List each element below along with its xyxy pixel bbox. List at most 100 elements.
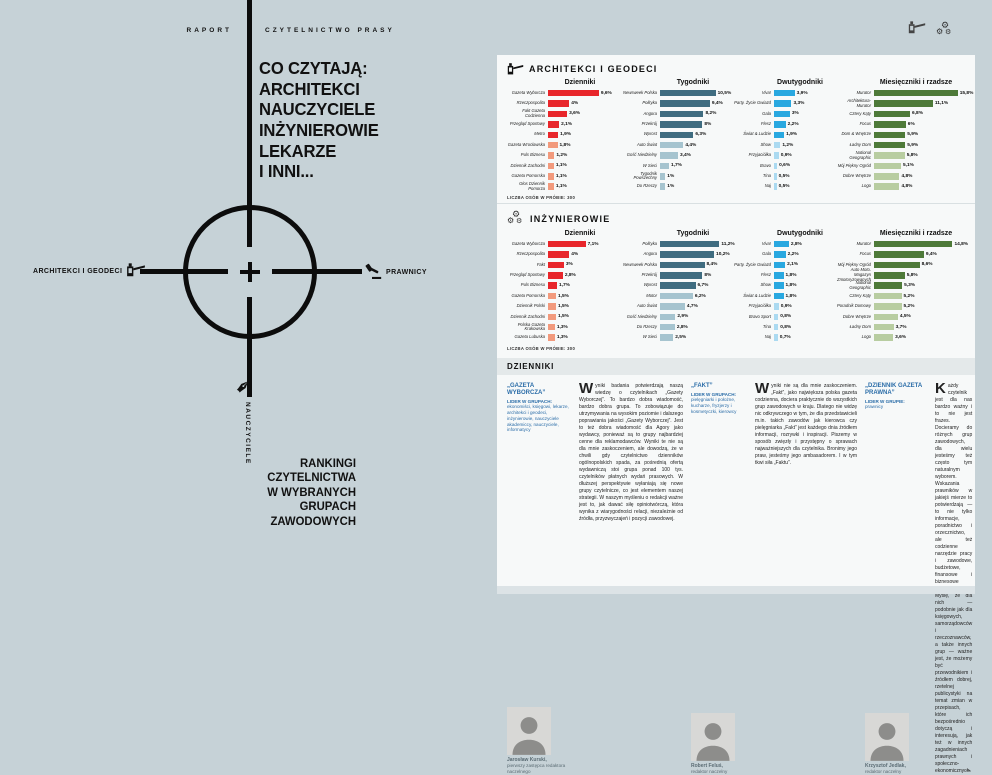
bar-row: Show 1,2% bbox=[733, 140, 833, 150]
bar bbox=[660, 100, 710, 107]
bar-value: 3,7% bbox=[895, 324, 907, 330]
bar-label: Dobre Wnętrze bbox=[842, 313, 871, 319]
bar-row: Flesz 1,8% bbox=[733, 270, 833, 280]
bar-label: Mój Piękny Ogród bbox=[837, 261, 871, 267]
column-title: Tygodniki bbox=[676, 79, 710, 86]
person-role: redaktor naczelny bbox=[865, 769, 902, 775]
bar-label: Focus bbox=[859, 121, 871, 127]
bar-row: Świat & Ludzie 1,8% bbox=[733, 291, 833, 301]
bar-label: Ładny Dom bbox=[849, 323, 871, 329]
bar bbox=[548, 152, 555, 159]
bar-label: Flesz bbox=[760, 272, 771, 277]
bar bbox=[874, 303, 902, 310]
group-header: ⚙ ⚙ ⚙ INŻYNIEROWIE bbox=[507, 209, 965, 227]
bar bbox=[874, 313, 898, 321]
bar-row: Przyjaciółka 0,9% bbox=[733, 150, 833, 160]
bar bbox=[774, 121, 786, 128]
bar-row: Gala 2,2% bbox=[733, 249, 833, 259]
bar-label: Gazeta Pomorska bbox=[511, 173, 545, 179]
bar-label: Tina bbox=[762, 173, 771, 179]
bar-label: Gala bbox=[762, 110, 771, 116]
bar-value: 2,2% bbox=[787, 251, 799, 257]
dropcap: W bbox=[755, 379, 770, 397]
bar-value: 5,2% bbox=[903, 303, 915, 309]
bar bbox=[548, 323, 555, 331]
bar-label: Auto Świat bbox=[636, 303, 657, 309]
bar bbox=[660, 131, 694, 138]
leader-label: LIDER W GRUPIE: bbox=[865, 398, 905, 404]
bar-label: Angora bbox=[643, 110, 657, 116]
bar-label: Ładny Dom bbox=[849, 141, 871, 147]
bar-row: Tina 0,8% bbox=[733, 322, 833, 332]
column-title: Miesięczniki i rzadsze bbox=[879, 229, 953, 237]
bar-value: 4,5% bbox=[899, 314, 911, 320]
drafting-tool-icon bbox=[908, 20, 926, 40]
paper-name: „FAKT” bbox=[691, 382, 713, 389]
bar-value: 1,8% bbox=[559, 142, 571, 148]
bar-value: 2,1% bbox=[787, 262, 799, 268]
bar bbox=[774, 131, 785, 138]
bar-row: Mój Piękny Ogród 8,6% bbox=[833, 260, 965, 270]
bar bbox=[660, 292, 693, 300]
bar-value: 5,3% bbox=[904, 283, 916, 289]
bar-value: 6,3% bbox=[695, 132, 707, 138]
bar-row: Dziennik Zachodni 1,1% bbox=[507, 161, 619, 171]
bar-label: Gość Niedzielny bbox=[626, 152, 657, 158]
bar-row: Tina 0,5% bbox=[733, 171, 833, 181]
bar-value: 2,5% bbox=[675, 335, 687, 341]
bar-label: Logo bbox=[861, 334, 871, 340]
bar-value: 1,7% bbox=[559, 283, 570, 289]
bar-row: Flesz 2,2% bbox=[733, 119, 833, 129]
bar bbox=[874, 89, 958, 97]
bar bbox=[548, 282, 557, 289]
bar-value: 4,8% bbox=[901, 173, 913, 179]
bar-row: Viva! 2,8% bbox=[733, 239, 833, 249]
label-nauczyciele: NAUCZYCIELE bbox=[244, 402, 251, 465]
page-subtitle: RANKINGI CZYTELNICTWA W WYBRANYCH GRUPAC… bbox=[267, 456, 356, 528]
bar-row: Dziennik Polski 1,5% bbox=[507, 301, 619, 311]
bar bbox=[548, 272, 563, 279]
bar-row: Fakt 3% bbox=[507, 260, 619, 270]
bar-label: Architektura-Murator bbox=[847, 98, 871, 108]
bar-row: Metro 1,9% bbox=[507, 130, 619, 140]
bar-value: 1,3% bbox=[556, 335, 568, 341]
bar-row: Fakt Gazeta Codzienna 3,6% bbox=[507, 109, 619, 119]
bar-value: 6% bbox=[907, 121, 915, 127]
paper-info-gazeta-wyborcza: „GAZETA WYBORCZA” LIDER W GRUPACH: ekonomi… bbox=[507, 383, 571, 775]
bar bbox=[774, 240, 789, 248]
bar bbox=[548, 100, 570, 107]
bar-label: Rzeczpospolita bbox=[516, 100, 545, 106]
quote-text: yniki nie są dla mnie zaskoczeniem. „Fak… bbox=[755, 382, 857, 466]
bar-value: 0,9% bbox=[780, 303, 792, 309]
bar-row: Ładny Dom 5,9% bbox=[833, 140, 965, 150]
vertical-rule-bottom bbox=[247, 297, 252, 397]
bar-value: 3% bbox=[791, 111, 799, 117]
bar-value: 1,7% bbox=[671, 163, 682, 169]
bar-label: Murator bbox=[856, 240, 871, 246]
bar-row: Auto Świat 4,4% bbox=[619, 140, 733, 150]
bar-label: W Sieci bbox=[642, 334, 657, 340]
bar-label: Puls Biznesu bbox=[520, 152, 545, 158]
bar bbox=[774, 100, 792, 107]
gavel-icon bbox=[362, 263, 382, 282]
bar-row: Dobre Wnętrze 4,8% bbox=[833, 171, 965, 181]
bar-value: 1,1% bbox=[555, 184, 567, 190]
column-title: Dwutygodniki bbox=[777, 79, 823, 86]
bar bbox=[660, 152, 679, 159]
bar-row: Newsweek Polska 10,5% bbox=[619, 88, 733, 98]
bar bbox=[874, 141, 906, 149]
bar-row: Motor 6,2% bbox=[619, 291, 733, 301]
bar-value: 2,2% bbox=[787, 121, 799, 127]
bar-value: 1,5% bbox=[557, 303, 569, 309]
bar bbox=[548, 251, 570, 258]
bar-label: Show bbox=[760, 141, 771, 147]
bar-row: Przegląd Sportowy 2,1% bbox=[507, 119, 619, 129]
bar bbox=[774, 152, 779, 159]
bar-row: Dobre Wnętrze 4,5% bbox=[833, 312, 965, 322]
bar bbox=[774, 334, 778, 341]
gears-icon: ⚙ ⚙ ⚙ bbox=[936, 20, 952, 37]
bar-label: Fakt bbox=[536, 261, 545, 267]
leader-label: LIDER W GRUPACH: bbox=[507, 398, 553, 404]
label-prawnicy: PRAWNICY bbox=[362, 263, 427, 282]
